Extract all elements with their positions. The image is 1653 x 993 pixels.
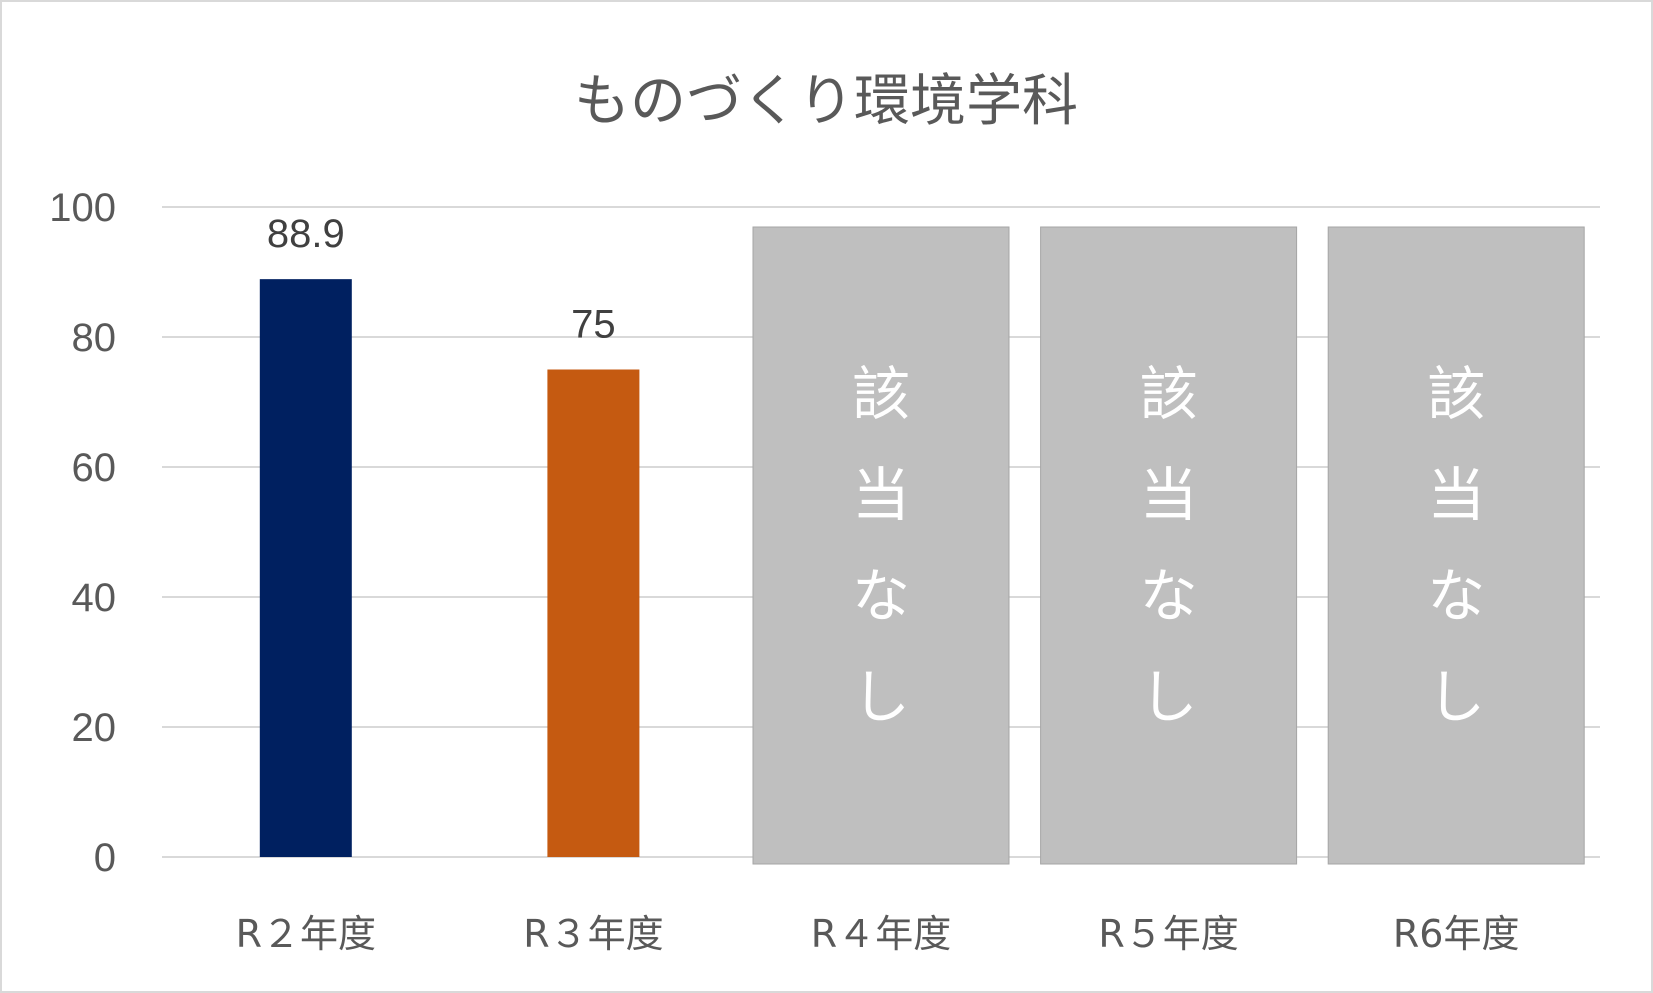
x-category-label: R２年度: [236, 912, 376, 956]
not-applicable-box-rect: [1040, 226, 1298, 865]
y-axis-tick-labels: 0 20 40 60 80 100: [49, 186, 116, 880]
y-tick-label: 100: [49, 186, 116, 230]
y-tick-label: 0: [94, 836, 116, 880]
not-applicable-box-rect: [1327, 226, 1585, 865]
y-tick-label: 80: [72, 316, 117, 360]
x-category-label: R４年度: [811, 912, 951, 956]
y-tick-label: 20: [72, 706, 117, 750]
not-applicable-label: 該当なし: [852, 360, 910, 731]
y-tick-label: 60: [72, 446, 117, 490]
not-applicable-box: 該当なし: [1327, 226, 1585, 865]
x-category-label: R５年度: [1098, 912, 1238, 956]
bar-2: [547, 369, 640, 857]
chart-title: ものづくり環境学科: [574, 69, 1078, 134]
data-label: 75: [571, 303, 616, 347]
bars: 該当なし 該当なし 該当なし: [259, 226, 1585, 865]
data-label: 88.9: [267, 212, 345, 256]
not-applicable-label: 該当なし: [1140, 360, 1198, 731]
not-applicable-label: 該当なし: [1427, 360, 1485, 731]
x-category-label: R３年度: [523, 912, 663, 956]
x-axis-category-labels: R２年度 R３年度 R４年度 R５年度 R6年度: [236, 912, 1520, 956]
not-applicable-box-rect: [752, 226, 1010, 865]
x-category-label: R6年度: [1393, 912, 1520, 956]
y-tick-label: 40: [72, 576, 117, 620]
not-applicable-box: 該当なし: [1040, 226, 1298, 865]
data-labels: 88.9 75: [267, 212, 616, 346]
bar-1: [259, 279, 352, 857]
not-applicable-box: 該当なし: [752, 226, 1010, 865]
